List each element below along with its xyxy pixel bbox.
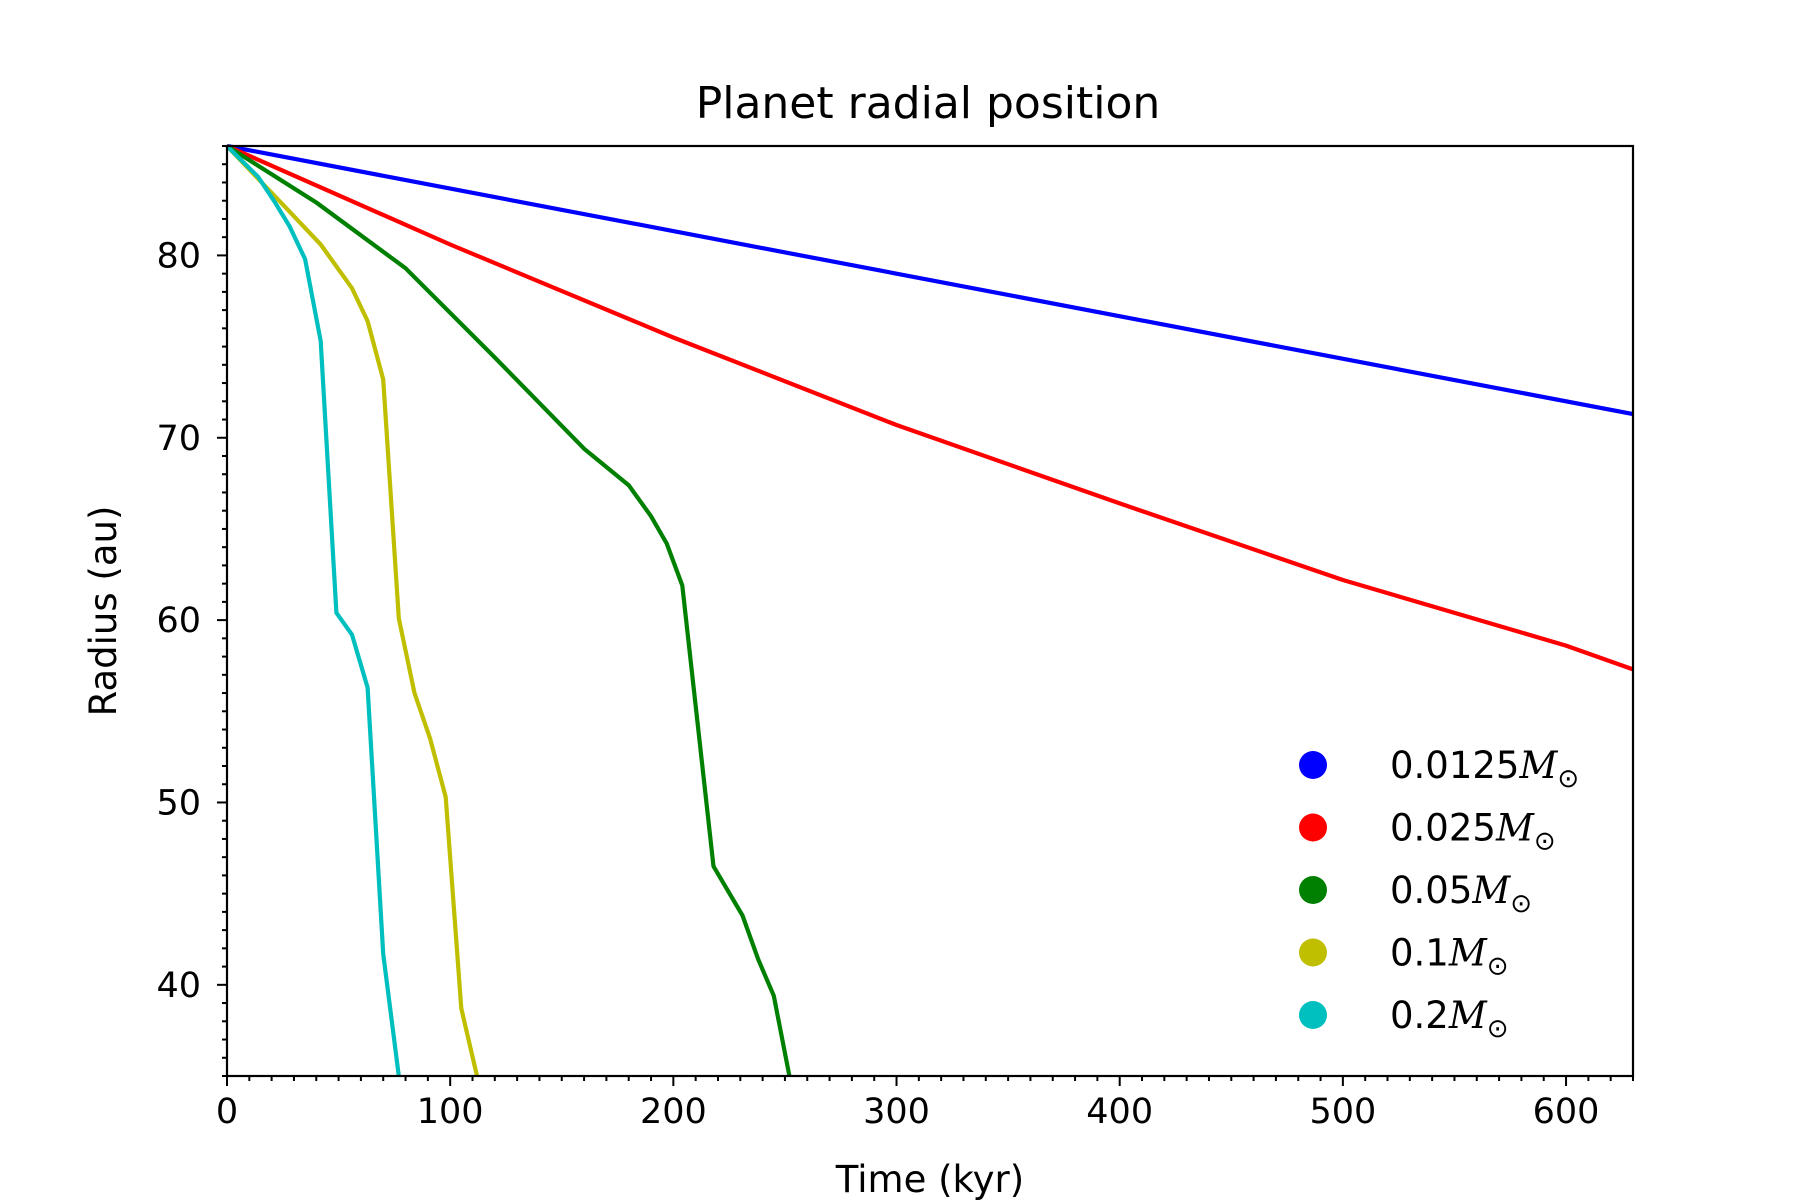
legend-label-3: 0.1M⊙ [1390,932,1509,982]
legend-marker-3 [1299,938,1327,967]
legend-label-sun-symbol: ⊙ [1487,952,1509,982]
y-tick-label: 70 [156,419,201,459]
legend-label-mass-symbol: M [1495,807,1535,850]
legend-label-value: 0.05 [1390,869,1472,912]
legend-marker-0 [1299,751,1327,779]
chart-title: Planet radial position [696,78,1161,129]
series-line-3 [225,144,480,1077]
series-line-1 [226,144,1634,672]
plot-frame [225,144,1635,1078]
legend-label-sun-symbol: ⊙ [1487,1014,1509,1044]
y-axis-label: Radius (au) [82,506,125,717]
legend: 0.0125M⊙0.025M⊙0.05M⊙0.1M⊙0.2M⊙ [1299,744,1579,1044]
legend-label-mass-symbol: M [1518,744,1558,787]
series-layer [225,143,1634,1077]
legend-label-value: 0.025 [1390,807,1496,850]
legend-label-value: 0.1 [1390,932,1449,975]
legend-marker-4 [1299,1001,1327,1029]
legend-label-0: 0.0125M⊙ [1390,744,1579,794]
ticks-layer: 0 100 200 300 400 500 600 40 50 60 70 80 [156,145,1634,1132]
legend-marker-2 [1299,876,1327,904]
x-tick-label: 300 [863,1092,930,1132]
legend-label-sun-symbol: ⊙ [1510,889,1532,919]
legend-label-1: 0.025M⊙ [1390,807,1556,857]
series-line-0 [226,143,1634,417]
x-tick-label: 400 [1086,1092,1153,1132]
legend-label-sun-symbol: ⊙ [1534,827,1556,857]
x-tick-label: 500 [1309,1092,1376,1132]
legend-label-4: 0.2M⊙ [1390,994,1509,1044]
legend-label-value: 0.0125 [1390,744,1519,787]
legend-label-value: 0.2 [1390,994,1449,1037]
legend-label-mass-symbol: M [1471,869,1511,912]
y-tick-label: 40 [156,966,201,1006]
y-tick-label: 60 [156,601,201,641]
x-axis-label: Time (kyr) [835,1158,1024,1200]
y-tick-label: 80 [156,236,201,276]
x-tick-label: 200 [640,1092,707,1132]
legend-label-mass-symbol: M [1448,932,1488,975]
series-line-2 [225,144,792,1077]
legend-label-sun-symbol: ⊙ [1557,764,1579,794]
x-tick-label: 600 [1533,1092,1600,1132]
legend-label-2: 0.05M⊙ [1390,869,1532,919]
legend-marker-1 [1299,813,1327,842]
x-tick-label: 0 [216,1092,238,1132]
x-tick-label: 100 [417,1092,484,1132]
legend-label-mass-symbol: M [1448,994,1488,1037]
y-tick-label: 50 [156,783,201,823]
series-line-4 [225,144,401,1077]
